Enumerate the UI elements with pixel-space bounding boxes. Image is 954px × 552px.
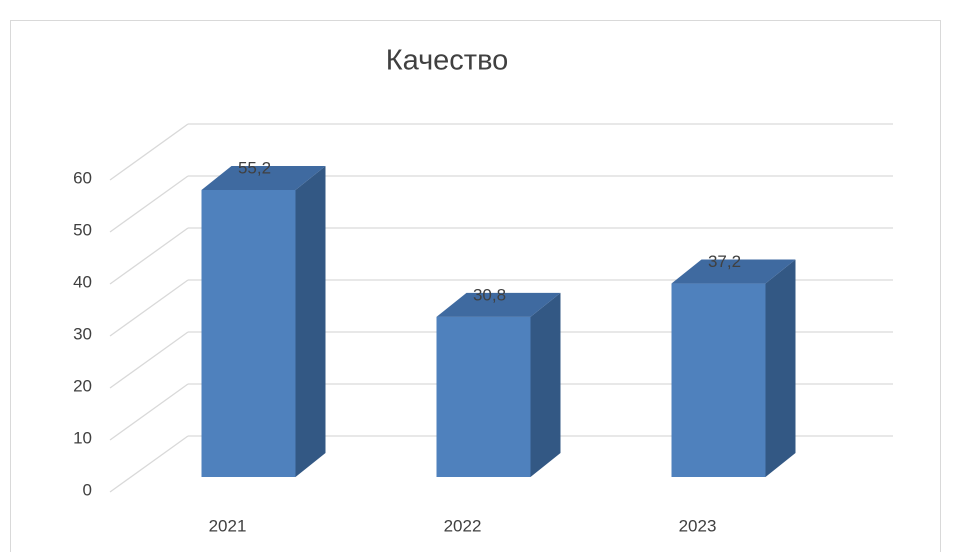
grid-line-side [109,227,189,285]
y-tick-label: 40 [73,272,92,291]
grid-line-side [109,435,189,493]
x-tick-label: 2022 [444,516,482,535]
y-tick-label: 20 [73,376,92,395]
y-tick-label: 50 [73,220,92,239]
value-label: 55,2 [238,158,271,177]
y-tick-label: 0 [83,480,92,499]
y-tick-label: 10 [73,428,92,447]
x-tick-label: 2023 [679,516,717,535]
bar-side [530,292,561,477]
bar-top [201,165,326,190]
chart-title: Качество [386,45,509,77]
bar-side [295,165,326,477]
bar [201,189,296,477]
grid-line-side [109,331,189,389]
y-tick-label: 60 [73,168,92,187]
x-tick-label: 2021 [209,516,247,535]
bar-side [765,259,796,477]
y-tick-label: 30 [73,324,92,343]
grid-line-side [109,279,189,337]
bar-top [436,292,561,317]
bar [671,283,766,477]
grid-line-side [109,383,189,441]
value-label: 30,8 [473,285,506,304]
bar-top [671,259,796,284]
bar [436,316,531,477]
grid-line-side [109,123,189,181]
grid-line-side [109,175,189,233]
value-label: 37,2 [708,252,741,271]
